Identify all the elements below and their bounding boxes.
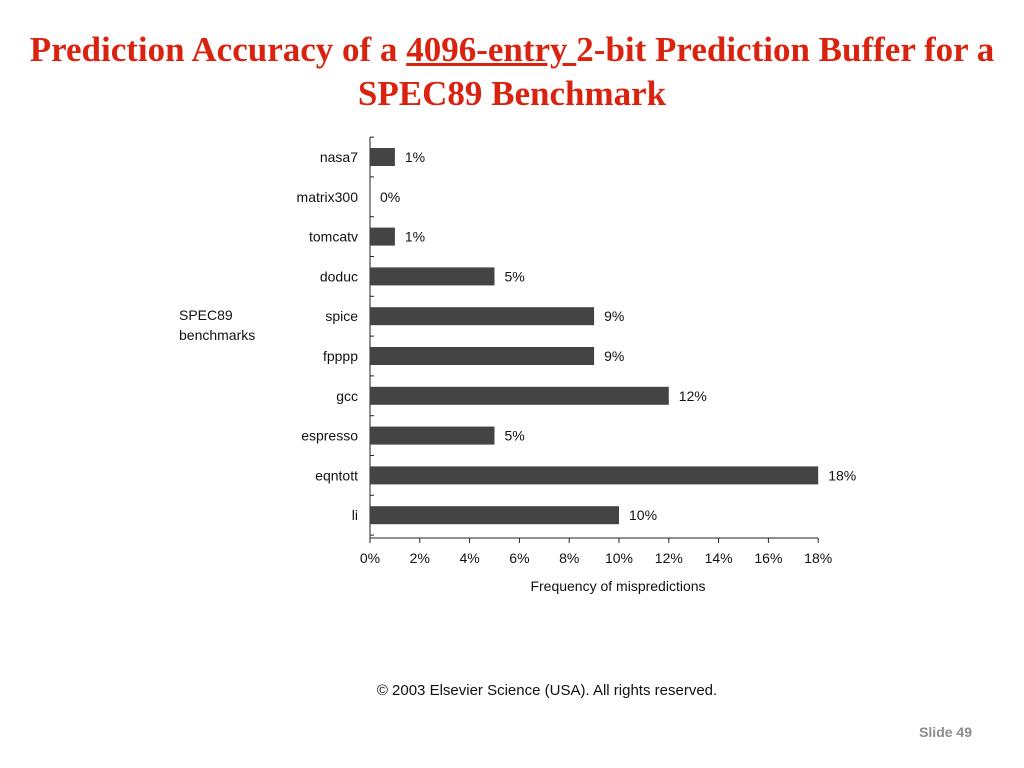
bar-espresso bbox=[370, 426, 495, 445]
category-axis-label-line: SPEC89 bbox=[179, 307, 233, 323]
value-label-doduc: 5% bbox=[505, 268, 525, 284]
bar-doduc bbox=[370, 267, 495, 286]
value-label-espresso: 5% bbox=[505, 428, 525, 444]
bar-gcc bbox=[370, 386, 669, 405]
category-label-eqntott: eqntott bbox=[315, 467, 358, 483]
bar-tomcatv bbox=[370, 227, 395, 246]
value-label-matrix300: 0% bbox=[380, 189, 400, 205]
title-text-part1: Prediction Accuracy of a bbox=[29, 30, 407, 69]
title-text-part2: 2-bit Prediction Buffer for a SPEC89 Ben… bbox=[357, 30, 995, 113]
copyright-notice: © 2003 Elsevier Science (USA). All right… bbox=[376, 682, 718, 699]
title-link-4096-entry[interactable]: 4096-entry bbox=[406, 30, 577, 69]
value-axis-tick-label: 0% bbox=[360, 550, 380, 566]
bar-fpppp bbox=[370, 347, 595, 365]
category-label-spice: spice bbox=[325, 308, 358, 324]
value-axis-tick-label: 4% bbox=[459, 550, 479, 566]
slide-number: Slide 49 bbox=[919, 724, 972, 740]
category-label-nasa7: nasa7 bbox=[320, 149, 358, 165]
value-label-spice: 9% bbox=[604, 308, 624, 324]
value-axis-tick-label: 18% bbox=[804, 550, 832, 566]
category-axis-label-line: benchmarks bbox=[179, 327, 255, 343]
category-label-matrix300: matrix300 bbox=[297, 189, 359, 205]
bar-eqntott bbox=[370, 466, 819, 485]
value-axis-tick-label: 16% bbox=[754, 550, 782, 566]
value-label-fpppp: 9% bbox=[604, 348, 624, 364]
category-label-espresso: espresso bbox=[301, 428, 358, 444]
slide-title: Prediction Accuracy of a 4096-entry 2-bi… bbox=[0, 28, 1024, 116]
value-axis-tick-label: 14% bbox=[705, 550, 733, 566]
value-label-li: 10% bbox=[629, 507, 657, 523]
value-label-gcc: 12% bbox=[679, 388, 707, 404]
value-axis-tick-label: 6% bbox=[509, 550, 529, 566]
value-axis-tick-label: 8% bbox=[559, 550, 579, 566]
value-axis-tick-label: 12% bbox=[655, 550, 683, 566]
category-label-fpppp: fpppp bbox=[323, 348, 358, 364]
value-axis-tick-label: 10% bbox=[605, 550, 633, 566]
bar-li bbox=[370, 506, 619, 525]
category-label-doduc: doduc bbox=[320, 268, 358, 284]
value-label-tomcatv: 1% bbox=[405, 229, 425, 245]
category-label-gcc: gcc bbox=[336, 388, 358, 404]
bar-nasa7 bbox=[370, 148, 395, 166]
value-label-nasa7: 1% bbox=[405, 149, 425, 165]
category-label-li: li bbox=[352, 507, 358, 523]
value-label-eqntott: 18% bbox=[828, 467, 856, 483]
value-axis-tick-label: 2% bbox=[410, 550, 430, 566]
category-label-tomcatv: tomcatv bbox=[309, 229, 358, 245]
value-axis-label: Frequency of mispredictions bbox=[530, 578, 705, 594]
bar-spice bbox=[370, 307, 595, 326]
